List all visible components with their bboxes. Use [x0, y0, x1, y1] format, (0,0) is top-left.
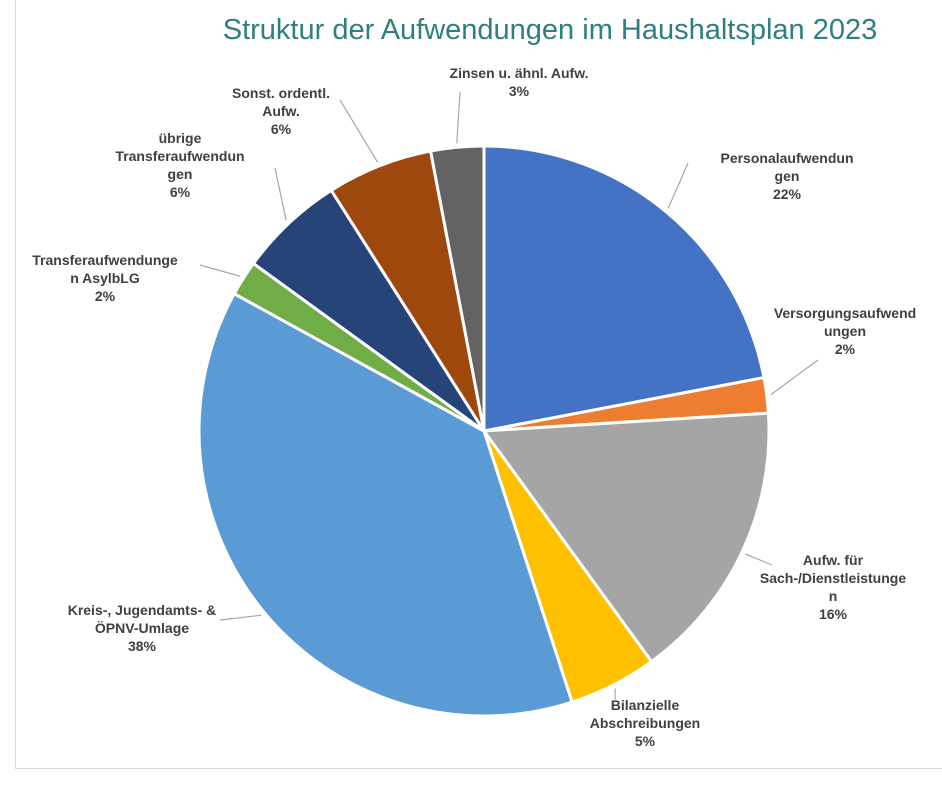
slice-value: 16% [818, 606, 848, 622]
leader-line [667, 162, 689, 209]
data-label: Kreis-, Jugendamts- & ÖPNV-Umlage 38% [62, 601, 222, 655]
slice-name: Transferaufwendungen AsylbLG [32, 252, 178, 286]
pie-slice [482, 144, 766, 433]
pie-slice [428, 144, 486, 432]
pie-slice [481, 411, 771, 664]
leader-line [339, 99, 379, 163]
slice-value: 3% [508, 83, 530, 99]
data-label: Aufw. für Sach-/Dienstleistungen 16% [758, 551, 908, 623]
pie-slice [197, 291, 574, 718]
slice-value: 2% [94, 288, 116, 304]
data-label: Personalaufwendungen 22% [717, 149, 857, 203]
slice-name: Aufw. für Sach-/Dienstleistungen [759, 552, 907, 604]
slice-name: Sonst. ordentl. Aufw. [232, 85, 330, 119]
slice-value: 2% [834, 341, 856, 357]
leader-line [745, 553, 773, 566]
slice-name: Versorgungsaufwendungen [773, 305, 917, 339]
data-label: Zinsen u. ähnl. Aufw. 3% [419, 64, 619, 100]
data-label: übrige Transferaufwendungen 6% [115, 129, 245, 201]
slice-name: Kreis-, Jugendamts- & ÖPNV-Umlage [67, 602, 217, 636]
data-label: Bilanzielle Abschreibungen 5% [570, 696, 720, 750]
leader-line [456, 91, 461, 144]
leader-line [770, 359, 819, 396]
slice-value: 38% [127, 638, 157, 654]
slice-value: 22% [772, 186, 802, 202]
data-label: Versorgungsaufwendungen 2% [770, 304, 920, 358]
slice-name: Bilanzielle Abschreibungen [589, 697, 701, 731]
slice-value: 6% [270, 121, 292, 137]
slice-name: übrige Transferaufwendungen [115, 130, 245, 182]
chart-title: Struktur der Aufwendungen im Haushaltspl… [222, 14, 878, 46]
slice-value: 5% [634, 733, 656, 749]
data-label: Sonst. ordentl. Aufw. 6% [226, 84, 336, 138]
data-label: Transferaufwendungen AsylbLG 2% [30, 251, 180, 305]
leader-line [219, 614, 262, 621]
leader-line [274, 167, 287, 221]
slice-value: 6% [169, 184, 191, 200]
leader-line [199, 264, 241, 277]
slice-name: Zinsen u. ähnl. Aufw. [449, 65, 589, 81]
chart-frame [15, 0, 942, 769]
slice-name: Personalaufwendungen [720, 150, 854, 184]
